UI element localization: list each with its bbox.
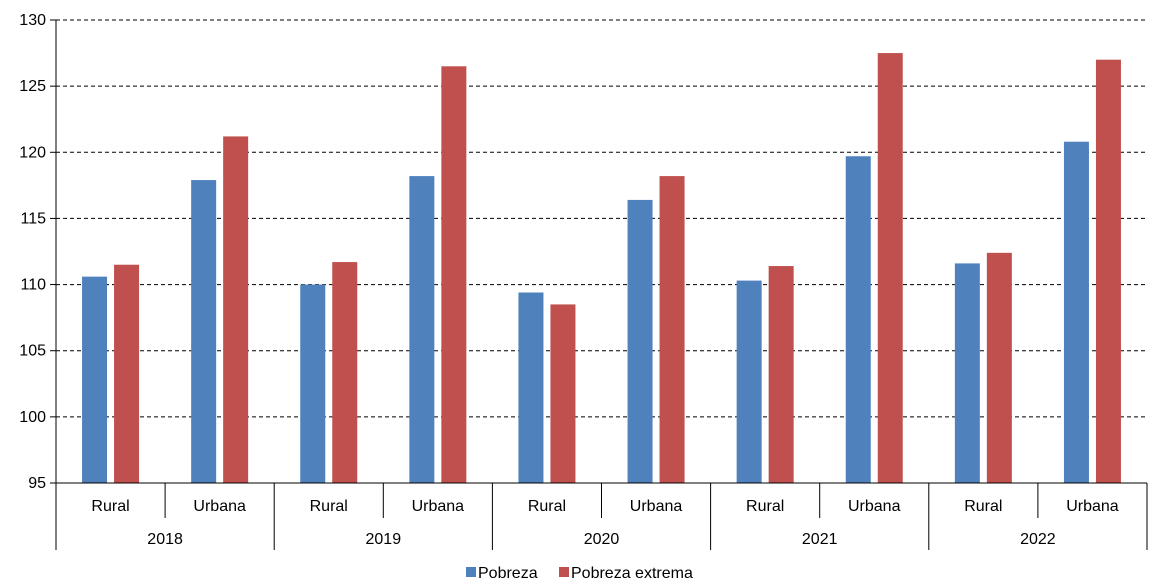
bar-pobreza-extrema xyxy=(1095,59,1121,483)
bar-pobreza xyxy=(191,180,217,483)
bar-pobreza xyxy=(82,276,108,483)
bar-pobreza xyxy=(1063,141,1089,483)
bar-pobreza-extrema xyxy=(550,304,576,483)
x-category-label: Urbana xyxy=(1066,498,1119,515)
legend-swatch-pobreza-extrema xyxy=(559,567,569,577)
y-tick-label: 120 xyxy=(19,144,46,161)
x-category-label: Urbana xyxy=(630,498,683,515)
axis-labels: 95 100 105 110 115 120 125 130 Rural Urbana 2018 Ru… xyxy=(19,12,1118,548)
x-category-label: Rural xyxy=(528,498,566,515)
x-group-label: 2019 xyxy=(366,531,402,548)
bars xyxy=(82,53,1121,484)
bar-pobreza-extrema xyxy=(986,252,1012,483)
y-tick-label: 130 xyxy=(19,12,46,29)
bar-pobreza xyxy=(627,199,653,483)
legend: Pobreza Pobreza extrema xyxy=(466,565,693,582)
bar-pobreza xyxy=(845,156,871,484)
x-group-label: 2021 xyxy=(802,531,838,548)
x-category-label: Urbana xyxy=(193,498,246,515)
gridlines xyxy=(56,19,1147,418)
x-group-label: 2020 xyxy=(584,531,620,548)
y-tick-label: 115 xyxy=(20,210,46,227)
bar-pobreza xyxy=(518,292,544,483)
y-tick-label: 125 xyxy=(19,78,46,95)
legend-swatch-pobreza xyxy=(466,567,476,577)
y-tick-label: 105 xyxy=(19,343,46,360)
bar-pobreza-extrema xyxy=(768,266,794,483)
bar-pobreza xyxy=(954,263,980,483)
legend-label: Pobreza extrema xyxy=(571,565,693,582)
x-category-label: Rural xyxy=(91,498,129,515)
bar-pobreza-extrema xyxy=(332,262,358,483)
bar-pobreza-extrema xyxy=(877,53,903,483)
bar-pobreza-extrema xyxy=(659,176,685,483)
bar-pobreza-extrema xyxy=(114,264,140,483)
y-tick-label: 100 xyxy=(19,409,46,426)
x-category-label: Urbana xyxy=(848,498,901,515)
x-category-label: Rural xyxy=(964,498,1002,515)
bar-pobreza xyxy=(736,280,762,483)
x-group-label: 2022 xyxy=(1020,531,1056,548)
y-tick-label: 95 xyxy=(28,475,46,492)
x-group-label: 2018 xyxy=(147,531,183,548)
bar-pobreza xyxy=(300,284,326,483)
x-category-label: Urbana xyxy=(412,498,465,515)
bar-pobreza-extrema xyxy=(223,136,249,483)
y-tick-label: 110 xyxy=(20,277,46,294)
x-category-label: Rural xyxy=(746,498,784,515)
x-category-label: Rural xyxy=(310,498,348,515)
axes xyxy=(50,19,1148,550)
bar-pobreza xyxy=(409,176,435,483)
bar-pobreza-extrema xyxy=(441,66,467,484)
legend-label: Pobreza xyxy=(478,565,538,582)
